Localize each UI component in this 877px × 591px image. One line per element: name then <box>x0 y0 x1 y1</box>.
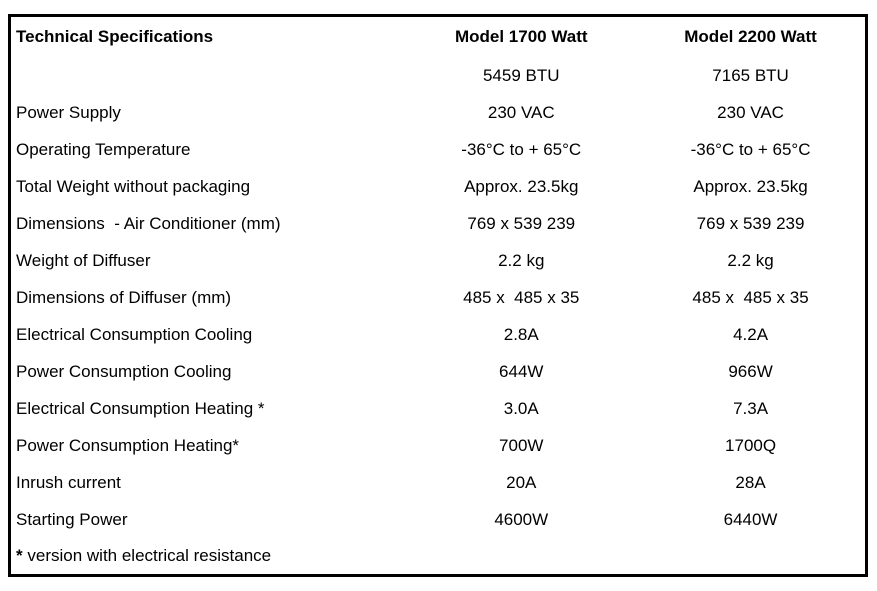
spec-label: Operating Temperature <box>16 139 191 159</box>
spec-value-model-1700: 3.0A <box>503 398 539 418</box>
spec-value-model-2200: 6440W <box>723 509 778 529</box>
table-row: Operating Temperature -36°C to + 65°C -36°… <box>11 131 865 168</box>
table-row: Dimensions - Air Conditioner (mm) 769 x 5… <box>11 205 865 242</box>
spec-label <box>11 57 406 94</box>
spec-value-model-2200: 7.3A <box>733 398 769 418</box>
spec-label: Inrush current <box>16 472 121 492</box>
spec-value-model-1700: 644W <box>499 361 544 381</box>
spec-value-model-1700: Approx. 23.5kg <box>464 176 579 196</box>
spec-value-model-2200: 230 VAC <box>717 102 784 122</box>
spec-table-body: 5459 BTU 7165 BTU Power Supply 230 VAC 230 V… <box>11 57 865 538</box>
footnote-text: version with electrical resistance <box>27 546 272 566</box>
technical-specifications-table: Technical Specifications Model 1700 Watt… <box>11 17 865 574</box>
table-row: Starting Power 4600W 6440W <box>11 501 865 538</box>
table-row: Weight of Diffuser 2.2 kg 2.2 kg <box>11 242 865 279</box>
spec-label: Weight of Diffuser <box>16 250 151 270</box>
spec-value-model-1700: 700W <box>499 435 544 455</box>
spec-label: Dimensions - Air Conditioner (mm) <box>16 213 281 233</box>
spec-value-model-2200: 966W <box>728 361 773 381</box>
column-header-technical-specifications: Technical Specifications <box>16 27 214 47</box>
spec-label: Power Supply <box>16 102 121 122</box>
spec-label: Dimensions of Diffuser (mm) <box>16 287 232 307</box>
spec-value-model-2200: Approx. 23.5kg <box>693 176 808 196</box>
spec-value-model-2200: -36°C to + 65°C <box>690 139 811 159</box>
spec-value-model-1700: 5459 BTU <box>482 65 560 85</box>
table-row: Electrical Consumption Cooling 2.8A 4.2A <box>11 316 865 353</box>
spec-label: Power Consumption Cooling <box>16 361 232 381</box>
spec-value-model-1700: 20A <box>506 472 537 492</box>
spec-value-model-1700: 485 x 485 x 35 <box>463 287 580 307</box>
table-row: Inrush current 20A 28A <box>11 464 865 501</box>
spec-value-model-1700: 769 x 539 239 <box>467 213 576 233</box>
table-row: Power Consumption Heating* 700W 1700Q <box>11 427 865 464</box>
spec-label: Starting Power <box>16 509 128 529</box>
spec-table-frame: Technical Specifications Model 1700 Watt… <box>8 14 868 577</box>
table-row: Electrical Consumption Heating * 3.0A 7.3A <box>11 390 865 427</box>
spec-label: Electrical Consumption Cooling <box>16 324 253 344</box>
spec-value-model-1700: 2.2 kg <box>498 250 545 270</box>
spec-value-model-1700: 230 VAC <box>487 102 555 122</box>
spec-value-model-2200: 1700Q <box>725 435 777 455</box>
table-row: Total Weight without packaging Approx. 23… <box>11 168 865 205</box>
spec-value-model-2200: 7165 BTU <box>712 65 789 85</box>
spec-value-model-2200: 2.2 kg <box>727 250 774 270</box>
table-row: Power Supply 230 VAC 230 VAC <box>11 94 865 131</box>
column-header-model-2200-watt: Model 2200 Watt <box>684 27 817 47</box>
table-header-row: Technical Specifications Model 1700 Watt… <box>11 17 865 57</box>
spec-value-model-1700: 2.8A <box>503 324 539 344</box>
spec-value-model-1700: -36°C to + 65°C <box>461 139 582 159</box>
spec-value-model-2200: 485 x 485 x 35 <box>692 287 809 307</box>
spec-value-model-1700: 4600W <box>494 509 549 529</box>
spec-value-model-2200: 4.2A <box>733 324 769 344</box>
footnote: * version with electrical resistance <box>11 538 865 574</box>
spec-label: Electrical Consumption Heating * <box>16 398 265 418</box>
spec-value-model-2200: 769 x 539 239 <box>696 213 805 233</box>
table-row: 5459 BTU 7165 BTU <box>11 57 865 94</box>
column-header-model-1700-watt: Model 1700 Watt <box>454 27 588 47</box>
spec-value-model-2200: 28A <box>735 472 766 492</box>
spec-label: Total Weight without packaging <box>16 176 251 196</box>
table-row: Power Consumption Cooling 644W 966W <box>11 353 865 390</box>
footnote-marker: * <box>16 546 23 566</box>
footnote-row: * version with electrical resistance <box>11 538 865 574</box>
spec-label: Power Consumption Heating* <box>16 435 240 455</box>
table-row: Dimensions of Diffuser (mm) 485 x 485 x 3… <box>11 279 865 316</box>
